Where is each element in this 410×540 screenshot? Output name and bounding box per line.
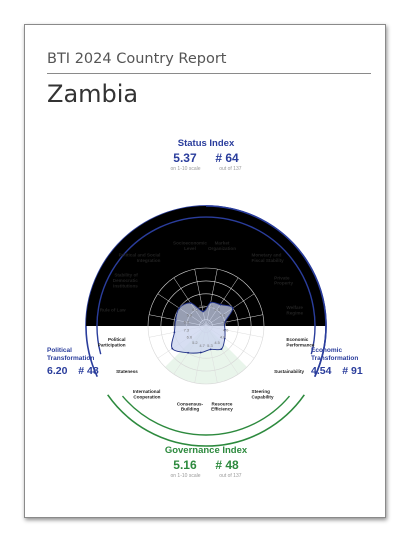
economic-transformation-block: Economic Transformation 4.54 # 91 — [311, 347, 363, 378]
economic-transformation-arc — [205, 205, 327, 378]
economic-transformation-rank: # 91 — [342, 365, 363, 377]
data-point-15 — [202, 310, 205, 313]
data-point-8 — [199, 351, 202, 354]
dimension-label-13: Stability of Democratic Institutions — [113, 273, 138, 289]
report-title: BTI 2024 Country Report — [47, 51, 227, 67]
dimension-label-11: Political Participation — [98, 337, 126, 347]
axis-value-12: 6.0 — [184, 320, 190, 325]
axis-value-5: 4.0 — [220, 335, 226, 340]
political-transformation-block: Political Transformation 6.20 # 48 — [47, 347, 99, 378]
data-point-5 — [223, 337, 226, 340]
dimension-label-12: Rule of Law — [100, 308, 126, 313]
economic-transformation-score: 4.54 — [311, 365, 332, 377]
data-point-1 — [219, 303, 222, 306]
data-point-3 — [224, 321, 226, 324]
axis-value-1: 5.3 — [214, 307, 220, 312]
dimension-label-15: Socioeconomic Level — [173, 240, 207, 250]
governance-index-out-of: out of 137 — [219, 473, 242, 479]
status-index-rank: # 64 — [215, 151, 239, 165]
radar-chart: Market Organization Monetary and Fiscal Sta… — [85, 205, 327, 447]
grid-ring-8 — [160, 280, 252, 372]
data-point-13 — [178, 307, 181, 309]
data-point-7 — [209, 348, 212, 351]
governance-sector-background — [164, 326, 248, 385]
status-inner-arc — [96, 216, 316, 355]
data-point-4 — [224, 328, 226, 331]
status-index-block: Status Index 5.37 # 64 on 1-10 scale out… — [146, 138, 266, 173]
political-transformation-rank: # 48 — [78, 365, 99, 377]
axis-value-13: 5.8 — [187, 312, 193, 317]
dimension-label-1: Monetary and Fiscal Stability — [252, 253, 285, 263]
data-point-2 — [231, 307, 234, 309]
country-name: Zambia — [47, 80, 139, 108]
axis-value-15: 5.3 — [199, 304, 205, 309]
axis-value-3: 6.0 — [223, 320, 229, 325]
data-point-0 — [209, 301, 212, 304]
data-point-12 — [174, 319, 177, 321]
status-index-out-of: out of 137 — [219, 166, 242, 172]
dimension-label-8: Consensus-Building — [177, 401, 204, 411]
status-index-scale-note: on 1-10 scale — [170, 166, 201, 172]
status-index-title: Status Index — [177, 138, 235, 149]
axis-value-8: 4.7 — [199, 343, 205, 348]
economic-transformation-line2: Transformation — [311, 354, 359, 362]
status-index-score: 5.37 — [173, 151, 197, 165]
dimension-label-10: Stateness — [116, 369, 138, 374]
data-point-6 — [220, 348, 223, 350]
economic-transformation-line1: Economic — [311, 347, 343, 354]
report-page: BTI 2024 Country Report Zambia Market Org… — [24, 24, 386, 518]
dimension-label-4: Economic Performance — [286, 337, 315, 347]
governance-index-scale-note: on 1-10 scale — [170, 473, 201, 479]
axis-value-10: 6.0 — [187, 335, 193, 340]
political-transformation-score: 6.20 — [47, 365, 68, 377]
dimension-label-0: Market Organization — [208, 240, 236, 250]
grid-ring-6 — [173, 293, 239, 359]
governance-index-rank: # 48 — [215, 458, 239, 472]
axis-value-6: 4.5 — [214, 340, 220, 345]
political-transformation-line2: Transformation — [47, 354, 95, 362]
governance-index-score: 5.16 — [173, 458, 197, 472]
data-point-9 — [187, 351, 190, 354]
political-transformation-line1: Political — [47, 347, 72, 354]
data-point-14 — [189, 302, 192, 304]
dimension-label-9: International Cooperation — [133, 389, 161, 399]
grid-ring-10 — [147, 267, 265, 385]
dimension-label-2: Private Property — [274, 275, 293, 285]
title-divider — [47, 73, 371, 74]
axis-value-2: 4.5 — [220, 312, 226, 317]
dimension-label-3: Welfare Regime — [286, 305, 303, 315]
dimension-label-7: Resource Efficiency — [211, 401, 233, 411]
governance-inner-arc — [121, 395, 291, 436]
governance-index-title: Governance Index — [164, 445, 248, 456]
data-point-10 — [171, 347, 174, 350]
dimension-label-5: Sustainability — [274, 369, 304, 374]
axis-value-9: 5.2 — [192, 340, 198, 345]
dimension-label-6: Steering Capability — [252, 389, 274, 399]
governance-index-arc — [107, 394, 305, 447]
dimension-label-14: Political and Social Integration — [119, 253, 161, 263]
governance-index-block: Governance Index 5.16 # 48 on 1-10 scale… — [136, 445, 276, 480]
data-point-11 — [173, 331, 176, 334]
axis-value-0: 3.0 — [207, 304, 213, 309]
axis-value-11: 7.3 — [184, 327, 190, 332]
axis-value-4: 4.0 — [223, 327, 229, 332]
axis-value-7: 5.3 — [207, 343, 213, 348]
axis-value-14: 6.0 — [192, 307, 198, 312]
